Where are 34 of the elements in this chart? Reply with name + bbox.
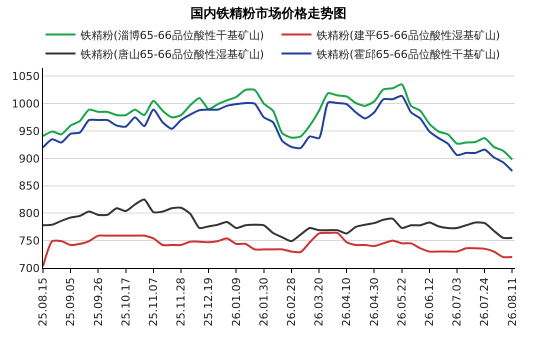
x-tick-label: 25.12.19: [202, 277, 216, 326]
x-tick-label: 26.07.03: [450, 277, 464, 326]
chart-title: 国内铁精粉市场价格走势图: [190, 6, 346, 22]
x-tick-label: 26.08.11: [506, 277, 519, 326]
x-tick-label: 26.05.22: [395, 277, 408, 326]
x-tick-label: 26.03.20: [312, 277, 326, 326]
x-tick-label: 25.10.17: [119, 277, 132, 326]
legend-label: 铁精粉(淄博65-66品位酸性干基矿山): [80, 28, 264, 42]
y-tick-label: 1050: [12, 70, 40, 84]
x-tick-label: 26.01.30: [257, 277, 270, 326]
legend-label: 铁精粉(霍邱65-66品位酸性干基矿山): [316, 48, 500, 61]
x-tick-label: 25.11.28: [174, 277, 188, 326]
legend-label: 铁精粉(建平65-66品位酸性湿基矿山): [316, 28, 500, 42]
y-tick-label: 950: [18, 124, 40, 138]
x-tick-label: 26.02.28: [284, 277, 298, 326]
y-tick-label: 750: [18, 234, 40, 248]
x-tick-label: 26.07.24: [478, 277, 492, 326]
y-tick-label: 900: [18, 152, 40, 166]
x-tick-label: 25.11.07: [146, 277, 160, 326]
line-series: [43, 198, 514, 242]
x-tick-label: 25.09.26: [92, 277, 105, 326]
y-tick-label: 700: [18, 262, 40, 275]
x-tick-label: 26.04.10: [340, 277, 354, 326]
y-tick-label: 850: [18, 180, 40, 193]
x-tick-label: 25.09.05: [64, 277, 78, 326]
x-tick-label: 26.06.12: [423, 277, 436, 326]
x-tick-label: 26.01.09: [230, 277, 243, 326]
y-tick-label: 1000: [12, 97, 40, 110]
legend-label: 铁精粉(唐山65-66品位酸性湿基矿山): [80, 48, 264, 61]
line-series: [43, 83, 514, 161]
line-series: [43, 94, 514, 172]
x-tick-label: 26.04.30: [368, 277, 381, 326]
y-tick-label: 800: [18, 207, 40, 220]
x-tick-label: 25.08.15: [36, 277, 50, 326]
